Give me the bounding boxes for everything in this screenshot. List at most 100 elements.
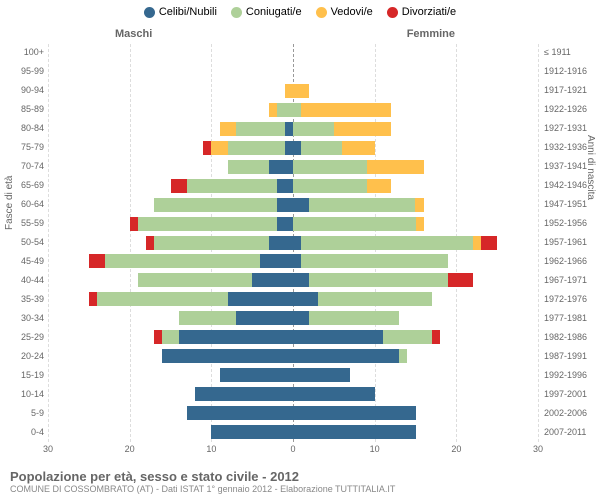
bar-segment xyxy=(293,406,416,420)
bar-segment xyxy=(162,330,178,344)
bar-female xyxy=(293,273,473,287)
bar-female xyxy=(293,330,440,344)
bar-female xyxy=(293,198,424,212)
bar-female xyxy=(293,217,424,231)
bar-segment xyxy=(220,368,294,382)
bar-segment xyxy=(187,406,293,420)
bar-male xyxy=(187,406,293,420)
bar-female xyxy=(293,292,432,306)
y-right-tick: 1987-1991 xyxy=(544,352,600,361)
y-left-tick: 80-84 xyxy=(0,124,44,133)
y-left-tick: 20-24 xyxy=(0,352,44,361)
y-right-tick: 1997-2001 xyxy=(544,390,600,399)
bar-female xyxy=(293,406,416,420)
bar-segment xyxy=(179,311,236,325)
y-left-tick: 0-4 xyxy=(0,428,44,437)
pyramid-row xyxy=(48,252,538,271)
bar-segment xyxy=(211,425,293,439)
x-tick: 20 xyxy=(125,444,135,454)
y-right-tick: 2007-2011 xyxy=(544,428,600,437)
pyramid-row xyxy=(48,177,538,196)
bar-segment xyxy=(252,273,293,287)
y-left-tick: 30-34 xyxy=(0,314,44,323)
x-tick: 20 xyxy=(451,444,461,454)
population-pyramid-chart: Celibi/NubiliConiugati/eVedovi/eDivorzia… xyxy=(0,0,600,500)
legend-swatch xyxy=(316,7,327,18)
bar-segment xyxy=(383,330,432,344)
pyramid-row xyxy=(48,347,538,366)
bar-female xyxy=(293,103,391,117)
legend-item: Celibi/Nubili xyxy=(144,6,217,18)
bar-male xyxy=(89,254,293,268)
y-right-tick: 1992-1996 xyxy=(544,371,600,380)
bar-segment xyxy=(97,292,228,306)
footer-title: Popolazione per età, sesso e stato civil… xyxy=(10,469,395,484)
bar-segment xyxy=(293,425,416,439)
bar-segment xyxy=(342,141,375,155)
y-left-tick: 75-79 xyxy=(0,143,44,152)
y-right-tick: 1912-1916 xyxy=(544,67,600,76)
y-left-tick: 10-14 xyxy=(0,390,44,399)
gender-female-label: Femmine xyxy=(407,28,455,40)
pyramid-row xyxy=(48,120,538,139)
bar-male xyxy=(195,387,293,401)
pyramid-row xyxy=(48,404,538,423)
bar-segment xyxy=(293,198,309,212)
bar-segment xyxy=(309,198,415,212)
bar-segment xyxy=(130,217,138,231)
y-right-tick: ≤ 1911 xyxy=(544,48,600,57)
bar-segment xyxy=(187,179,277,193)
legend-item: Divorziati/e xyxy=(387,6,456,18)
pyramid-row xyxy=(48,423,538,442)
bar-female xyxy=(293,425,416,439)
y-left-tick: 85-89 xyxy=(0,105,44,114)
bar-segment xyxy=(236,122,285,136)
legend-label: Divorziati/e xyxy=(402,6,456,18)
legend-label: Celibi/Nubili xyxy=(159,6,217,18)
x-axis-labels: 3020100102030 xyxy=(48,444,538,458)
x-tick: 30 xyxy=(533,444,543,454)
bar-segment xyxy=(285,141,293,155)
bar-segment xyxy=(89,292,97,306)
bar-female xyxy=(293,236,497,250)
bar-male xyxy=(89,292,293,306)
legend-swatch xyxy=(231,7,242,18)
bar-male xyxy=(154,330,293,344)
bar-segment xyxy=(432,330,440,344)
y-right-tick: 1917-1921 xyxy=(544,86,600,95)
bar-female xyxy=(293,141,375,155)
bar-segment xyxy=(293,179,367,193)
y-left-tick: 55-59 xyxy=(0,219,44,228)
bar-segment xyxy=(399,349,407,363)
bar-male xyxy=(162,349,293,363)
bar-segment xyxy=(138,217,277,231)
bar-segment xyxy=(89,254,105,268)
bar-segment xyxy=(154,236,268,250)
y-right-tick: 1967-1971 xyxy=(544,276,600,285)
bar-segment xyxy=(318,292,432,306)
bar-segment xyxy=(236,311,293,325)
pyramid-row xyxy=(48,366,538,385)
bar-segment xyxy=(293,217,416,231)
legend-label: Coniugati/e xyxy=(246,6,302,18)
bar-male xyxy=(146,236,293,250)
y-left-tick: 90-94 xyxy=(0,86,44,95)
bar-segment xyxy=(416,217,424,231)
y-left-tick: 25-29 xyxy=(0,333,44,342)
bar-segment xyxy=(269,236,294,250)
bar-segment xyxy=(228,160,269,174)
plot-area xyxy=(48,44,538,442)
bar-segment xyxy=(481,236,497,250)
bar-male xyxy=(269,103,293,117)
bar-segment xyxy=(162,349,293,363)
y-left-tick: 45-49 xyxy=(0,257,44,266)
bar-segment xyxy=(228,292,293,306)
pyramid-row xyxy=(48,139,538,158)
bar-segment xyxy=(293,349,399,363)
y-left-tick: 70-74 xyxy=(0,162,44,171)
y-left-tick: 15-19 xyxy=(0,371,44,380)
bar-female xyxy=(293,84,309,98)
pyramid-row xyxy=(48,385,538,404)
bar-segment xyxy=(293,311,309,325)
bar-male xyxy=(171,179,293,193)
